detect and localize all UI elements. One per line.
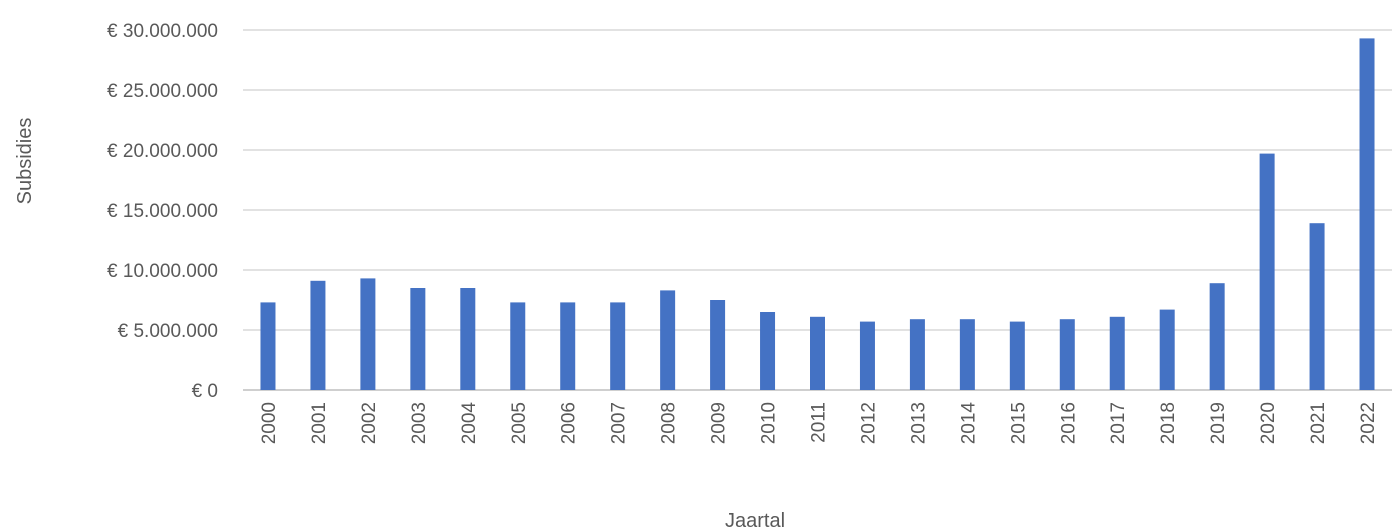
x-tick-label: 2019 bbox=[1208, 402, 1229, 444]
x-tick-label: 2012 bbox=[858, 402, 879, 444]
bar-2012 bbox=[859, 321, 875, 390]
x-tick-label: 2006 bbox=[559, 402, 580, 444]
y-tick-label: € 20.000.000 bbox=[107, 141, 218, 162]
bar-2015 bbox=[1009, 321, 1025, 390]
x-axis-ticks: 2000 2001 2002 2003 2004 2005 2006 2007 2008 2009… bbox=[259, 402, 1379, 445]
x-tick-label: 2011 bbox=[809, 402, 830, 443]
y-tick-label: € 15.000.000 bbox=[107, 201, 218, 222]
bar-2022 bbox=[1359, 38, 1375, 391]
x-tick-label: 2017 bbox=[1108, 402, 1129, 444]
bar-2017 bbox=[1109, 316, 1125, 390]
x-tick-label: 2021 bbox=[1308, 402, 1329, 444]
bar-2005 bbox=[510, 302, 526, 390]
bar-2020 bbox=[1259, 153, 1275, 390]
x-tick-label: 2014 bbox=[958, 402, 979, 445]
bar-2002 bbox=[360, 278, 376, 390]
x-tick-label: 2008 bbox=[659, 402, 680, 444]
bar-2008 bbox=[660, 290, 676, 390]
y-axis-ticks: € 0 € 5.000.000 € 10.000.000 € 15.000.000 € … bbox=[107, 21, 218, 402]
bar-2000 bbox=[260, 302, 276, 390]
x-tick-label: 2002 bbox=[359, 402, 380, 444]
y-axis-label: Subsidies bbox=[14, 118, 36, 205]
x-tick-label: 2007 bbox=[609, 402, 630, 444]
bar-2018 bbox=[1159, 309, 1175, 390]
x-tick-label: 2009 bbox=[709, 402, 730, 444]
x-tick-label: 2013 bbox=[908, 402, 929, 444]
y-tick-label: € 25.000.000 bbox=[107, 81, 218, 102]
x-tick-label: 2020 bbox=[1258, 402, 1279, 444]
bar-2011 bbox=[810, 316, 825, 390]
bar-2013 bbox=[909, 319, 925, 390]
y-tick-label: € 5.000.000 bbox=[118, 321, 218, 342]
x-tick-label: 2015 bbox=[1008, 402, 1029, 444]
bar-2009 bbox=[710, 300, 726, 390]
bar-2019 bbox=[1209, 283, 1225, 390]
bar-2016 bbox=[1059, 319, 1075, 390]
bar-2004 bbox=[460, 288, 476, 390]
x-tick-label: 2005 bbox=[509, 402, 530, 444]
x-tick-label: 2022 bbox=[1358, 402, 1379, 444]
x-tick-label: 2003 bbox=[409, 402, 430, 444]
x-tick-label: 2000 bbox=[259, 402, 280, 444]
bar-2021 bbox=[1309, 223, 1325, 390]
x-tick-label: 2001 bbox=[309, 402, 330, 444]
y-tick-label: € 10.000.000 bbox=[107, 261, 218, 282]
gridlines bbox=[243, 29, 1392, 391]
y-tick-label: € 0 bbox=[192, 381, 218, 402]
bar-2007 bbox=[610, 302, 626, 390]
bar-2010 bbox=[760, 312, 776, 390]
x-tick-label: 2004 bbox=[459, 402, 480, 445]
x-tick-label: 2010 bbox=[759, 402, 780, 444]
x-tick-label: 2018 bbox=[1158, 402, 1179, 444]
bar-2014 bbox=[959, 319, 975, 390]
y-tick-label: € 30.000.000 bbox=[107, 21, 218, 42]
bar-2006 bbox=[560, 302, 576, 390]
bar-2003 bbox=[410, 288, 426, 390]
bar-2001 bbox=[310, 280, 326, 390]
bars bbox=[260, 38, 1375, 391]
x-tick-label: 2016 bbox=[1058, 402, 1079, 444]
x-axis-label: Jaartal bbox=[725, 510, 785, 531]
